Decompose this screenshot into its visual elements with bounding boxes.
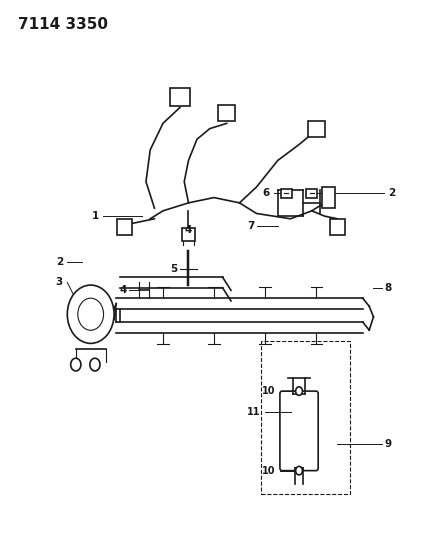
Circle shape: [296, 466, 303, 475]
Circle shape: [296, 387, 303, 395]
Text: 5: 5: [171, 264, 178, 274]
Text: 1: 1: [92, 211, 99, 221]
Bar: [281, 189, 292, 198]
Bar: [182, 228, 195, 241]
Bar: [322, 187, 335, 208]
Bar: [308, 120, 324, 136]
FancyBboxPatch shape: [280, 391, 318, 471]
Text: 10: 10: [262, 386, 276, 396]
Bar: [306, 189, 317, 198]
Circle shape: [78, 298, 104, 330]
Text: 10: 10: [262, 466, 276, 475]
Text: 7: 7: [247, 221, 254, 231]
Bar: [117, 219, 132, 235]
Text: 7114 3350: 7114 3350: [18, 17, 108, 33]
Text: 4: 4: [119, 285, 127, 295]
Circle shape: [71, 358, 81, 371]
Circle shape: [67, 285, 114, 343]
Bar: [170, 87, 190, 106]
Text: 6: 6: [262, 188, 269, 198]
Bar: [261, 341, 350, 495]
Circle shape: [90, 358, 100, 371]
Text: 11: 11: [247, 407, 261, 417]
Text: 8: 8: [384, 282, 391, 293]
Text: 2: 2: [56, 257, 63, 267]
Text: 3: 3: [56, 277, 63, 287]
Text: 2: 2: [388, 188, 395, 198]
Bar: [330, 219, 345, 235]
Bar: [218, 105, 235, 120]
Text: 9: 9: [384, 439, 391, 449]
Text: 4: 4: [185, 225, 192, 236]
